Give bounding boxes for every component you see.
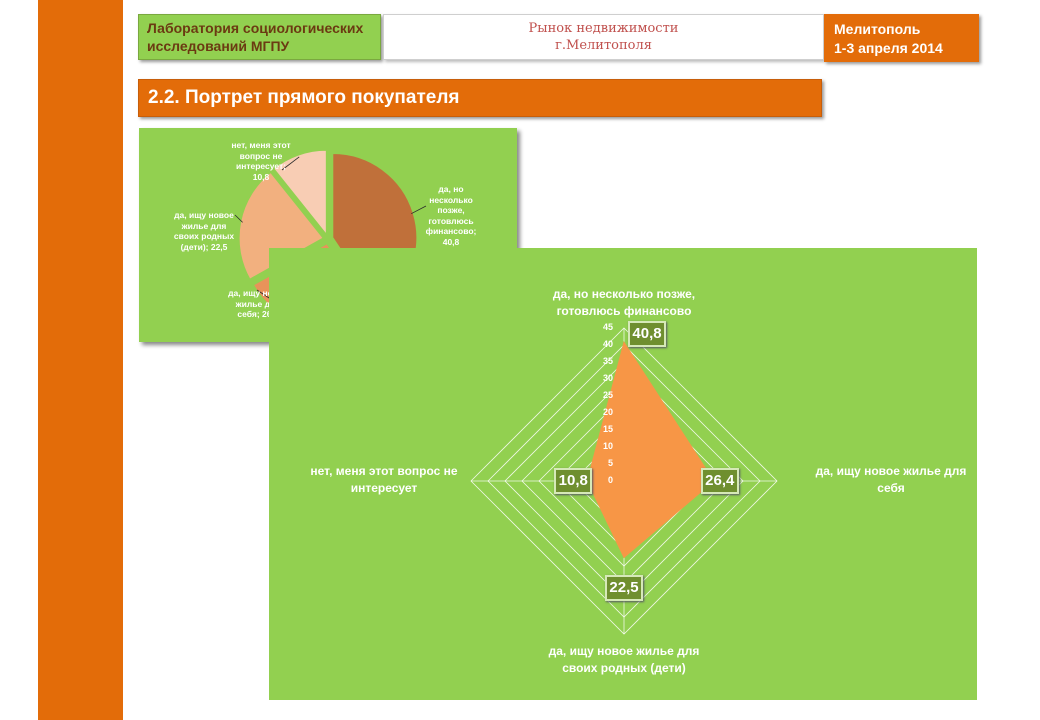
radar-tick-label: 0 (607, 475, 613, 485)
pie-label-line: готовлюсь (428, 215, 474, 226)
topic-line2: г.Мелитополя (555, 38, 652, 53)
place-line: Мелитополь (834, 21, 921, 37)
pie-label-line: да, но (438, 184, 464, 194)
date-line: 1-3 апреля 2014 (834, 40, 943, 56)
radar-category-label: да, но несколько позже, готовлюсь финансо… (524, 286, 724, 320)
pie-label-line: позже, (437, 205, 465, 215)
pie-leader-line (281, 156, 300, 171)
radar-value-label: 10,8 (554, 468, 593, 494)
lab-name-line1: Лаборатория социологических (147, 20, 364, 36)
pie-label-line: себя; 26,4 (237, 309, 279, 319)
pie-label-line: да, ищу новое (228, 288, 288, 298)
radar-tick-label: 30 (602, 373, 613, 383)
radar-tick-label: 15 (602, 424, 613, 434)
place-date-box: Мелитополь 1-3 апреля 2014 (824, 14, 979, 62)
pie-slice (273, 149, 327, 236)
pie-label-line: интересует; (235, 161, 286, 171)
pie-label-line: 40,8 (442, 236, 460, 247)
radar-category-line: нет, меня этот вопрос не (310, 464, 458, 478)
radar-chart-panel: 0 5 10 15 20 25 30 35 40 45 40,8 26,4 22,5 10,8 да, но… (269, 248, 977, 700)
radar-tick-label: 45 (602, 322, 613, 332)
radar-category-label: да, ищу новое жилье для себя (801, 463, 981, 497)
pie-label-line: 10,8 (252, 171, 270, 182)
pie-label-line: да, ищу новое (174, 210, 234, 220)
radar-tick-label: 35 (602, 356, 613, 366)
radar-category-line: да, но несколько позже, (552, 287, 696, 301)
radar-category-line: себя (877, 481, 905, 495)
slide-title: 2.2. Портрет прямого покупателя (138, 79, 822, 117)
topic-line1: Рынок недвижимости (528, 21, 679, 36)
topic-box: Рынок недвижимости г.Мелитополя (383, 14, 824, 60)
radar-tick-label: 10 (602, 441, 613, 451)
pie-label-line: вопрос не (239, 150, 283, 161)
radar-category-label: да, ищу новое жилье для своих родных (дет… (524, 643, 724, 677)
pie-leader-line (411, 205, 427, 215)
radar-tick-label: 25 (602, 390, 613, 400)
radar-category-line: своих родных (дети) (562, 661, 686, 675)
radar-tick-label: 40 (602, 339, 613, 349)
radar-category-line: да, ищу новое жилье для (815, 464, 967, 478)
pie-slice-label: да, ищу новое жилье для себя; 26,4 (223, 288, 293, 320)
pie-slice-label: нет, меня этот вопрос не интересует; 10,8 (221, 140, 301, 182)
radar-tick-label: 5 (607, 458, 613, 468)
radar-tick-label: 20 (602, 407, 613, 417)
radar-category-line: готовлюсь финансово (556, 304, 692, 318)
pie-label-line: (дети); 22,5 (180, 241, 228, 252)
lab-name-line2: исследований МГПУ (147, 38, 290, 54)
pie-label-line: своих родных (173, 231, 235, 241)
pie-leader-line (234, 214, 243, 223)
pie-label-line: жилье для (181, 220, 227, 231)
radar-category-label: нет, меня этот вопрос не интересует (301, 463, 467, 497)
radar-chart (470, 327, 778, 635)
left-accent-bar (38, 0, 123, 720)
pie-label-line: жилье для (235, 298, 281, 309)
radar-value-label: 22,5 (605, 574, 643, 601)
radar-series-area (586, 341, 715, 559)
pie-slice-label: да, но несколько позже, готовлюсь финансово;… (421, 184, 481, 247)
pie-slice (238, 171, 324, 280)
pie-label-line: финансово; (425, 226, 477, 236)
lab-name-box: Лаборатория социологических исследований… (138, 14, 381, 60)
radar-value-label: 40,8 (628, 321, 666, 348)
radar-category-line: интересует (350, 481, 418, 495)
radar-value-label: 26,4 (700, 468, 739, 494)
pie-label-line: несколько (429, 194, 473, 205)
pie-slice-label: да, ищу новое жилье для своих родных (дети)… (161, 210, 247, 252)
radar-category-line: да, ищу новое жилье для (548, 644, 700, 658)
pie-label-line: нет, меня этот (231, 140, 291, 150)
